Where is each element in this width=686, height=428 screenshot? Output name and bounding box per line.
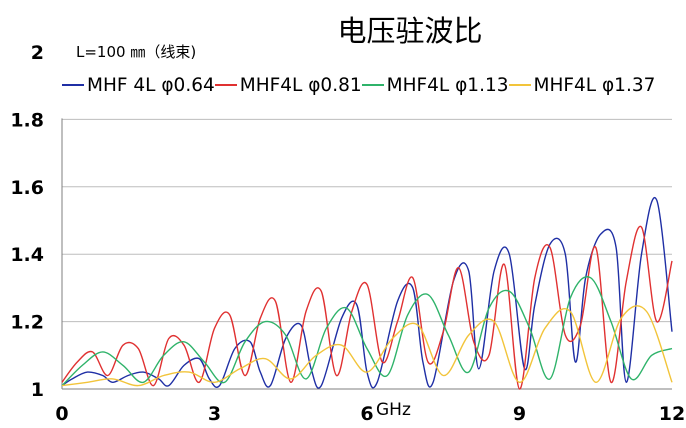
chart-title: 电压驻波比 xyxy=(337,14,483,48)
x-tick-label-2: 6 xyxy=(360,403,373,425)
grid-layer xyxy=(62,118,672,323)
legend-label-3: MHF4L φ1.13 xyxy=(386,74,509,96)
series-line-1 xyxy=(61,197,673,389)
y-tick-label-0: 1 xyxy=(31,379,44,401)
legend-swatch-1 xyxy=(62,84,84,86)
legend-item-3: MHF4L φ1.13 xyxy=(361,74,509,96)
legend-label-4: MHF4L φ1.37 xyxy=(533,74,656,96)
tick-layer: 1 1.2 1.4 1.6 1.8 2 0 3 6 9 12 xyxy=(10,42,685,425)
y-tick-label-2: 1.4 xyxy=(10,244,44,266)
chart-note: L=100 ㎜（线束) xyxy=(76,43,197,61)
y-tick-label-5: 2 xyxy=(31,42,44,64)
series-line-2 xyxy=(61,225,673,390)
x-tick-label-1: 3 xyxy=(208,403,221,425)
legend-label-1: MHF 4L φ0.64 xyxy=(87,74,215,96)
legend-item-2: MHF4L φ0.81 xyxy=(214,74,362,96)
y-tick-label-3: 1.6 xyxy=(10,177,44,199)
x-axis-unit-label: GHz xyxy=(376,400,411,420)
axis-layer xyxy=(61,118,672,390)
series-line-3 xyxy=(61,276,673,387)
x-tick-label-3: 9 xyxy=(513,403,526,425)
series-line-4 xyxy=(61,305,673,387)
legend-item-4: MHF4L φ1.37 xyxy=(508,74,656,96)
legend-swatch-2 xyxy=(214,84,237,86)
legend-item-1: MHF 4L φ0.64 xyxy=(62,75,215,96)
y-tick-label-1: 1.2 xyxy=(10,312,44,334)
series-layer xyxy=(61,197,673,390)
x-tick-label-4: 12 xyxy=(659,403,685,425)
legend-label-2: MHF4L φ0.81 xyxy=(239,74,362,96)
y-tick-label-4: 1.8 xyxy=(10,109,44,131)
legend-swatch-4 xyxy=(508,84,531,86)
x-tick-label-0: 0 xyxy=(55,403,68,425)
chart-legend: MHF 4L φ0.64 MHF4L φ0.81 MHF4L φ1.13 MHF… xyxy=(62,72,682,98)
legend-swatch-3 xyxy=(361,84,384,86)
